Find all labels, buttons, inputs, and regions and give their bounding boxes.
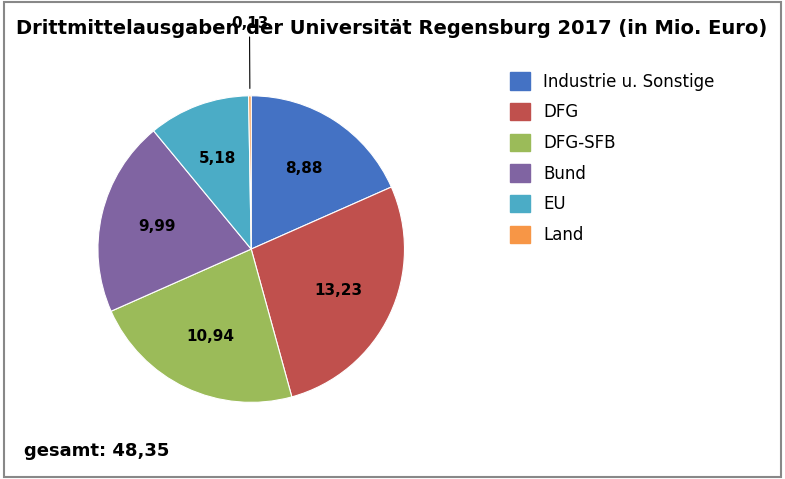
Text: 0,13: 0,13 xyxy=(231,16,268,89)
Text: 10,94: 10,94 xyxy=(186,329,234,344)
Text: 8,88: 8,88 xyxy=(285,160,323,176)
Wedge shape xyxy=(249,96,251,249)
Text: 5,18: 5,18 xyxy=(199,151,236,166)
Legend: Industrie u. Sonstige, DFG, DFG-SFB, Bund, EU, Land: Industrie u. Sonstige, DFG, DFG-SFB, Bun… xyxy=(503,66,721,251)
Wedge shape xyxy=(251,187,404,397)
Text: 13,23: 13,23 xyxy=(314,283,363,298)
Wedge shape xyxy=(251,96,392,249)
Wedge shape xyxy=(98,131,251,311)
Wedge shape xyxy=(154,96,251,249)
Text: gesamt: 48,35: gesamt: 48,35 xyxy=(24,442,169,460)
Wedge shape xyxy=(111,249,292,402)
Text: 9,99: 9,99 xyxy=(138,219,176,234)
Text: Drittmittelausgaben der Universität Regensburg 2017 (in Mio. Euro): Drittmittelausgaben der Universität Rege… xyxy=(16,19,767,38)
